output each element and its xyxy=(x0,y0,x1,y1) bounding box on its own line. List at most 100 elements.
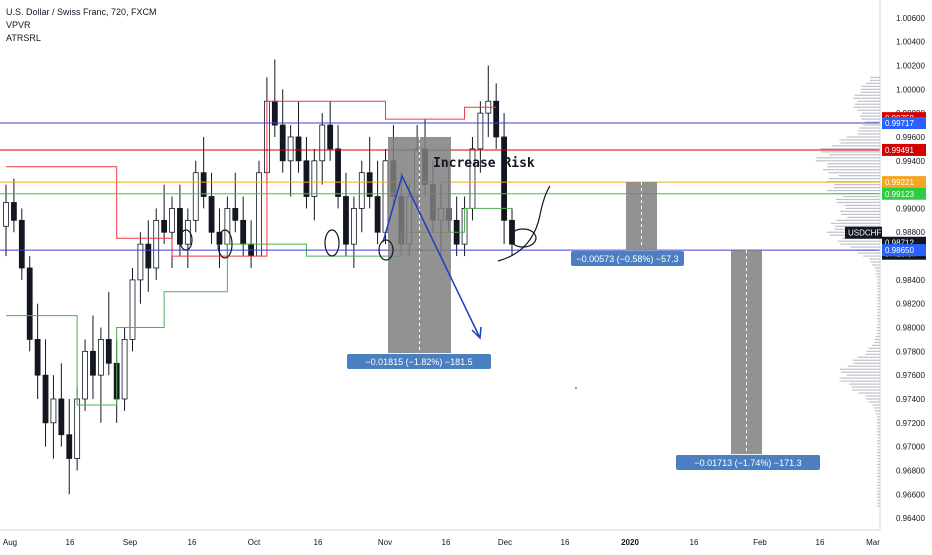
volume-profile-bar xyxy=(853,106,880,108)
candle-body xyxy=(34,339,41,376)
volume-profile-bar xyxy=(831,145,880,147)
volume-profile-bar xyxy=(840,210,880,213)
volume-profile-bar xyxy=(859,127,880,129)
drawing-dot xyxy=(575,387,577,389)
volume-profile-bar xyxy=(872,344,880,346)
volume-profile-bar xyxy=(877,320,880,323)
volume-profile-bar xyxy=(872,404,880,406)
volume-profile-bar xyxy=(847,216,880,218)
y-tick-label: 1.00000 xyxy=(896,85,925,94)
drawing-circle xyxy=(179,229,193,251)
volume-profile-bar xyxy=(877,478,880,480)
volume-profile-bar xyxy=(876,422,880,424)
candle-body xyxy=(97,339,104,376)
candle-body xyxy=(153,219,160,269)
volume-profile-bar xyxy=(853,362,880,364)
price-label: 0.99123 xyxy=(885,190,914,199)
x-tick-label: Sep xyxy=(123,538,138,547)
volume-profile-bar xyxy=(875,270,880,272)
x-tick-label: 16 xyxy=(561,538,570,547)
volume-profile-bar xyxy=(835,198,880,201)
volume-profile-bar xyxy=(877,487,880,489)
volume-profile-bar xyxy=(877,449,880,451)
volume-profile-bar xyxy=(877,309,880,311)
volume-profile-bar xyxy=(860,88,880,90)
price-label: 0.99717 xyxy=(885,119,914,128)
volume-profile-bar xyxy=(875,335,880,338)
candle-body xyxy=(382,160,389,233)
candle-body xyxy=(208,196,215,233)
volume-profile-bar xyxy=(876,326,880,329)
measure-label-bg xyxy=(347,354,491,369)
volume-profile-bar xyxy=(877,484,880,486)
volume-profile-bar xyxy=(877,460,880,463)
candle-body xyxy=(327,124,334,150)
candle-body xyxy=(26,267,33,340)
candle-body xyxy=(50,398,57,424)
volume-profile-bar xyxy=(877,502,880,504)
volume-profile-bar xyxy=(840,371,880,373)
price-label: 0.99491 xyxy=(885,146,914,155)
legend-title: U.S. Dollar / Swiss Franc, 720, FXCM xyxy=(6,7,157,17)
price-label: 0.98650 xyxy=(885,246,914,255)
y-tick-label: 0.99000 xyxy=(896,204,925,213)
volume-profile-bar xyxy=(858,392,880,394)
volume-profile-bar xyxy=(865,82,880,84)
candle-body xyxy=(256,172,262,257)
drawing-curve xyxy=(497,185,551,262)
volume-profile-bar xyxy=(857,130,880,132)
volume-profile-bar xyxy=(836,201,880,204)
y-tick-label: 0.97800 xyxy=(896,347,925,356)
volume-profile-bar xyxy=(877,428,880,430)
volume-profile-bar xyxy=(864,121,880,123)
volume-profile-bar xyxy=(846,374,880,376)
annotation-increase-risk: Increase Risk xyxy=(433,156,535,171)
volume-profile-bar xyxy=(876,306,880,308)
volume-profile-bar xyxy=(827,189,880,192)
price-labels: 0.997580.997170.994910.992210.99123USDCH… xyxy=(845,112,926,260)
x-axis: Aug 16 Sep 16 Oct 16 Nov 16 Dec 16 2020 16 Feb 16 Mar xyxy=(0,529,880,547)
price-label-bg xyxy=(882,244,926,257)
y-tick-label: 0.98200 xyxy=(896,300,925,309)
y-tick-label: 0.96800 xyxy=(896,466,925,475)
volume-profile-bar xyxy=(838,175,880,177)
measure-label: −0.01815 (−1.82%) −181.5 xyxy=(365,357,472,367)
volume-profile-bar xyxy=(849,383,880,385)
volume-profile-bar xyxy=(877,469,880,472)
legend-indicator-atrsrl: ATRSRL xyxy=(6,33,41,43)
x-tick-label: 16 xyxy=(66,538,75,547)
candle-body xyxy=(42,374,49,424)
candle-body xyxy=(350,208,357,245)
x-tick-label: 16 xyxy=(188,538,197,547)
volume-profile-bar xyxy=(861,112,880,114)
volume-profile-bar xyxy=(836,219,880,221)
candle-body xyxy=(358,172,365,209)
volume-profile-bar xyxy=(834,225,880,227)
candle-body xyxy=(366,172,373,197)
volume-profile-bar xyxy=(866,350,880,352)
measure-box xyxy=(626,182,657,251)
candle-body xyxy=(374,196,381,233)
x-tick-label: Oct xyxy=(248,538,261,547)
volume-profile-bar xyxy=(876,419,880,421)
volume-profile-bar xyxy=(868,347,880,349)
y-tick-label: 0.96600 xyxy=(896,490,925,499)
volume-profile-bar xyxy=(860,91,880,93)
volume-profile-bar xyxy=(877,454,880,457)
candle-body xyxy=(271,100,278,126)
volume-profile-bar xyxy=(815,160,880,162)
x-tick-label: Mar xyxy=(866,538,880,547)
candle-body xyxy=(343,196,349,245)
candle-body xyxy=(18,219,25,269)
chart-legend: U.S. Dollar / Swiss Franc, 720, FXCM VPV… xyxy=(6,6,157,45)
volume-profile-bar xyxy=(857,356,880,358)
volume-profile-bar xyxy=(877,303,880,305)
volume-profile-bar xyxy=(865,353,880,355)
volume-profile-bar xyxy=(868,401,880,403)
volume-profile-bar xyxy=(853,97,880,99)
y-tick-label: 0.96400 xyxy=(896,514,925,523)
volume-profile-bar xyxy=(854,94,880,96)
volume-profile-bar xyxy=(854,103,880,105)
volume-profile-bar xyxy=(877,425,880,427)
volume-profile-bar xyxy=(839,139,880,141)
